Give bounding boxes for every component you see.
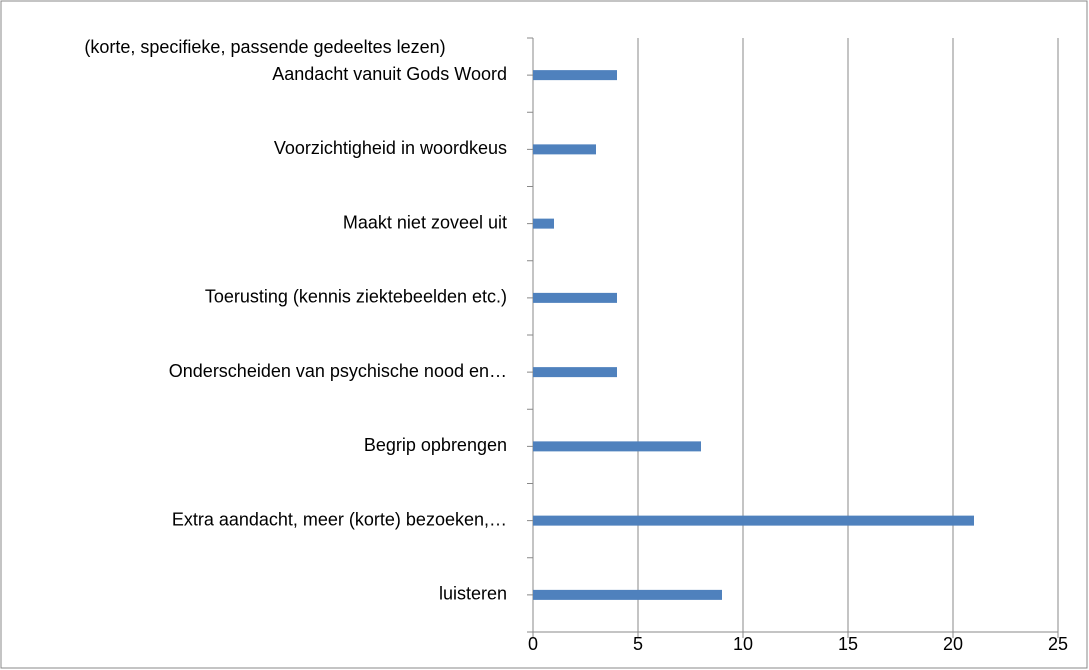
y-tick-label: luisteren xyxy=(439,584,507,604)
y-tick-label: Aandacht vanuit Gods Woord xyxy=(272,64,507,84)
bar xyxy=(533,589,722,600)
y-tick-label: Begrip opbrengen xyxy=(364,435,507,455)
bar xyxy=(533,218,554,229)
bar xyxy=(533,144,596,155)
x-tick-label: 15 xyxy=(838,634,858,654)
x-tick-label: 25 xyxy=(1048,634,1068,654)
y-tick-label: Extra aandacht, meer (korte) bezoeken,… xyxy=(172,509,507,529)
x-tick-label: 5 xyxy=(633,634,643,654)
y-tick-label: Voorzichtigheid in woordkeus xyxy=(274,138,507,158)
bar xyxy=(533,70,617,81)
y-tick-label: Maakt niet zoveel uit xyxy=(343,212,507,232)
annotation: (korte, specifieke, passende gedeeltes l… xyxy=(84,37,445,57)
x-tick-label: 10 xyxy=(733,634,753,654)
bar xyxy=(533,292,617,303)
bar xyxy=(533,515,974,526)
x-tick-label: 0 xyxy=(528,634,538,654)
y-tick-label: Onderscheiden van psychische nood en… xyxy=(169,361,507,381)
bar xyxy=(533,441,701,452)
y-tick-label: Toerusting (kennis ziektebeelden etc.) xyxy=(205,287,507,307)
bar xyxy=(533,367,617,378)
x-tick-label: 20 xyxy=(943,634,963,654)
